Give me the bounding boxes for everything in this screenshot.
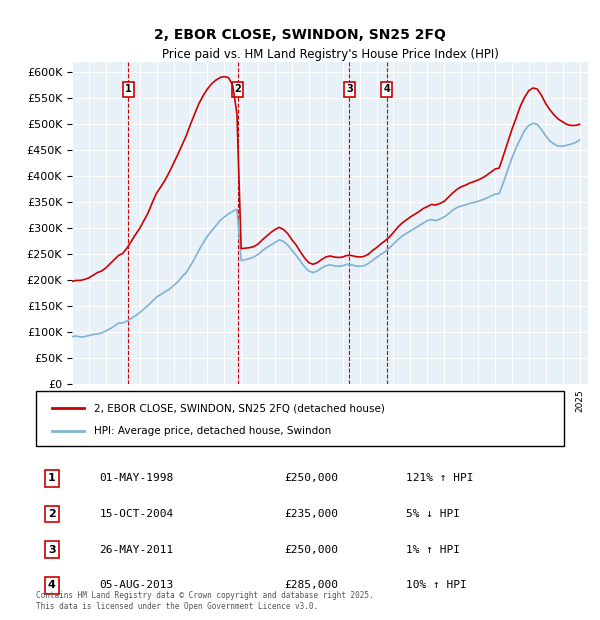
- Text: £250,000: £250,000: [284, 544, 338, 554]
- Text: 1: 1: [48, 473, 56, 483]
- Text: 1: 1: [125, 84, 132, 94]
- Text: 1% ↑ HPI: 1% ↑ HPI: [406, 544, 460, 554]
- Text: £285,000: £285,000: [284, 580, 338, 590]
- Text: HPI: Average price, detached house, Swindon: HPI: Average price, detached house, Swin…: [94, 426, 331, 436]
- Text: 2: 2: [234, 84, 241, 94]
- Text: 10% ↑ HPI: 10% ↑ HPI: [406, 580, 466, 590]
- Text: 121% ↑ HPI: 121% ↑ HPI: [406, 473, 473, 483]
- Text: £235,000: £235,000: [284, 509, 338, 519]
- Text: 01-MAY-1998: 01-MAY-1998: [100, 473, 173, 483]
- FancyBboxPatch shape: [36, 391, 564, 446]
- Text: 4: 4: [383, 84, 390, 94]
- Text: 4: 4: [48, 580, 56, 590]
- Text: £250,000: £250,000: [284, 473, 338, 483]
- Text: 3: 3: [48, 544, 56, 554]
- Text: 15-OCT-2004: 15-OCT-2004: [100, 509, 173, 519]
- Text: 2, EBOR CLOSE, SWINDON, SN25 2FQ: 2, EBOR CLOSE, SWINDON, SN25 2FQ: [154, 28, 446, 42]
- Text: 26-MAY-2011: 26-MAY-2011: [100, 544, 173, 554]
- Title: Price paid vs. HM Land Registry's House Price Index (HPI): Price paid vs. HM Land Registry's House …: [161, 48, 499, 61]
- Text: Contains HM Land Registry data © Crown copyright and database right 2025.
This d: Contains HM Land Registry data © Crown c…: [36, 591, 374, 611]
- Text: 2, EBOR CLOSE, SWINDON, SN25 2FQ (detached house): 2, EBOR CLOSE, SWINDON, SN25 2FQ (detach…: [94, 404, 385, 414]
- Text: 3: 3: [346, 84, 353, 94]
- Text: 5% ↓ HPI: 5% ↓ HPI: [406, 509, 460, 519]
- Text: 2: 2: [48, 509, 56, 519]
- Text: 05-AUG-2013: 05-AUG-2013: [100, 580, 173, 590]
